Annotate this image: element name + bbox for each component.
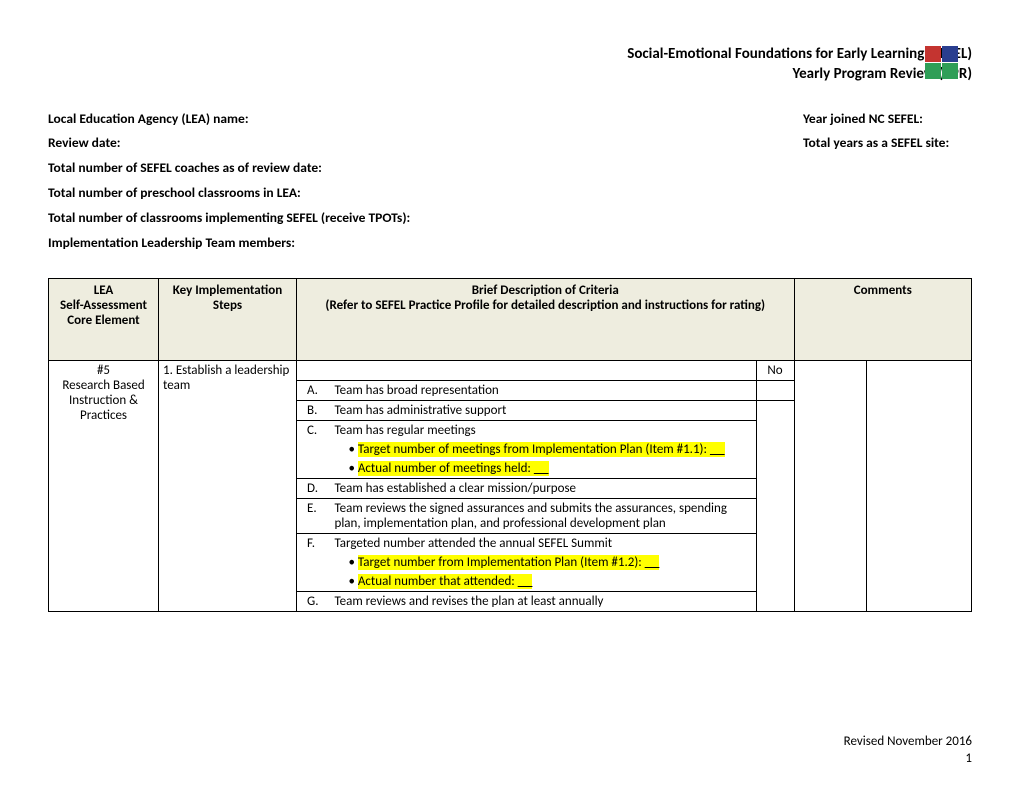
th-steps: Key Implementation Steps <box>159 279 297 361</box>
document-header: Social-Emotional Foundations for Early L… <box>48 44 972 85</box>
th-criteria: Brief Description of Criteria (Refer to … <box>297 279 795 361</box>
step-cell: 1. Establish a leadership team <box>159 361 297 612</box>
title-line-1: Social-Emotional Foundations for Early L… <box>48 44 972 64</box>
no-column-cell: No <box>756 361 794 612</box>
review-table: LEA Self-Assessment Core Element Key Imp… <box>48 278 972 612</box>
table-row: #5 Research Based Instruction & Practice… <box>49 361 972 612</box>
page-number: 1 <box>844 751 972 768</box>
th-core-element: LEA Self-Assessment Core Element <box>49 279 159 361</box>
core-element-cell: #5 Research Based Instruction & Practice… <box>49 361 159 612</box>
page-footer: Revised November 2016 1 <box>844 734 972 768</box>
year-joined-label: Year joined NC SEFEL: <box>803 107 972 132</box>
lea-name-label: Local Education Agency (LEA) name: <box>48 107 803 132</box>
comments-cell-1 <box>794 361 866 612</box>
th-comments: Comments <box>794 279 971 361</box>
preschool-classrooms-label: Total number of preschool classrooms in … <box>48 181 972 206</box>
logo-icon <box>925 46 958 79</box>
criteria-cell: A.Team has broad representation B.Team h… <box>297 361 757 612</box>
total-years-label: Total years as a SEFEL site: <box>803 131 972 156</box>
comments-cell-2 <box>867 361 972 612</box>
info-section: Local Education Agency (LEA) name: Year … <box>48 107 972 257</box>
classrooms-impl-label: Total number of classrooms implementing … <box>48 206 972 231</box>
revised-date: Revised November 2016 <box>844 734 972 751</box>
team-members-label: Implementation Leadership Team members: <box>48 231 972 256</box>
review-date-label: Review date: <box>48 131 803 156</box>
sefel-coaches-label: Total number of SEFEL coaches as of revi… <box>48 156 972 181</box>
title-line-2: Yearly Program Review (YPR) <box>48 64 972 84</box>
